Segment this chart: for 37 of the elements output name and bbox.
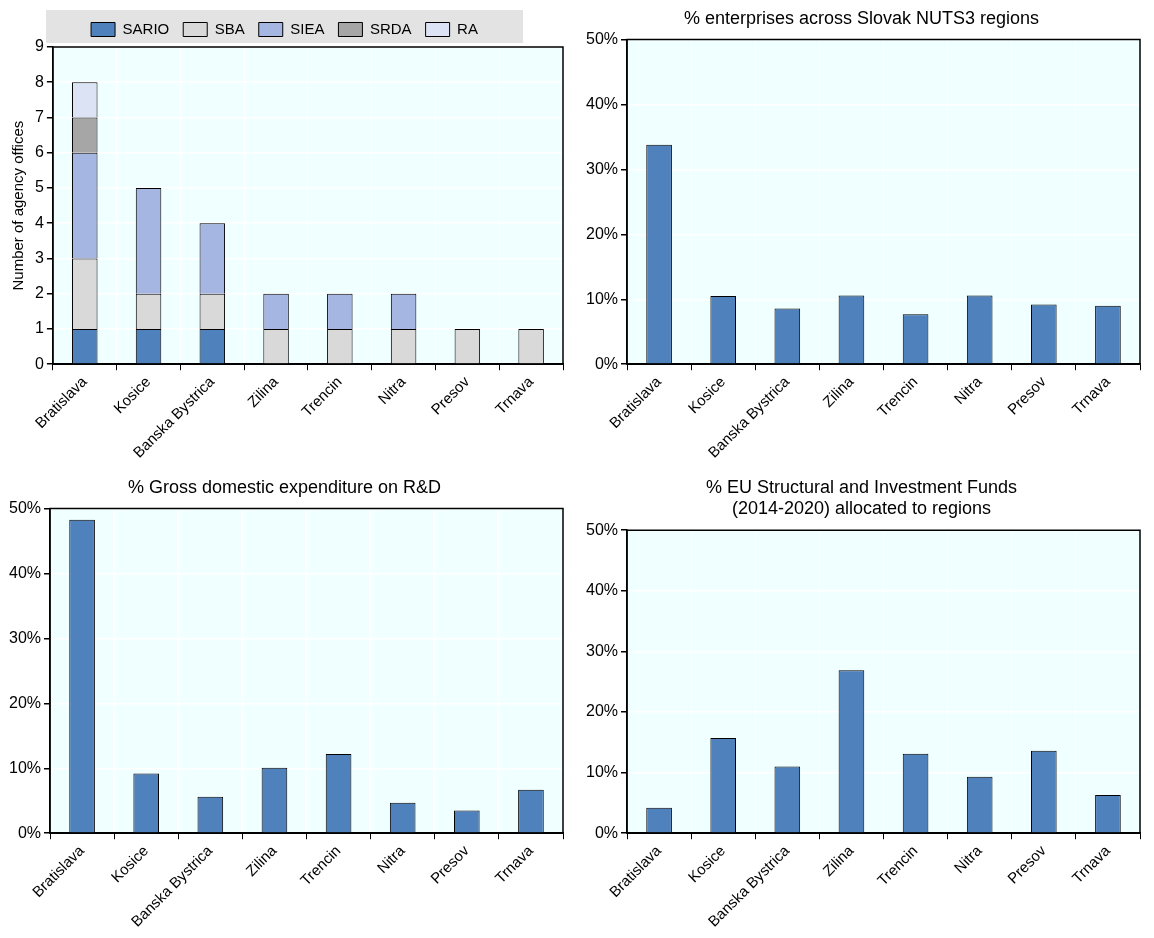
legend-label: RA bbox=[457, 19, 478, 37]
y-tick-label: 5 bbox=[34, 178, 44, 196]
y-tick-label: 50% bbox=[585, 520, 619, 538]
y-tick-label: 1 bbox=[34, 319, 44, 337]
y-tick-label: 6 bbox=[34, 143, 44, 161]
y-tick-label: 0% bbox=[17, 823, 42, 841]
chart-title: % enterprises across Slovak NUTS3 regions bbox=[683, 7, 1040, 28]
y-tick-label: 40% bbox=[585, 581, 619, 599]
legend-label: SRDA bbox=[369, 19, 412, 37]
chart-title: % Gross domestic expenditure on R&D bbox=[127, 476, 442, 497]
y-tick-label: 20% bbox=[585, 702, 619, 720]
y-tick-label: 40% bbox=[585, 94, 619, 112]
y-tick-label: 9 bbox=[34, 37, 44, 55]
chart-title: % EU Structural and Investment Funds (2014-2020) allocated to regions bbox=[705, 476, 1018, 519]
y-tick-label: 20% bbox=[8, 693, 42, 711]
y-tick-label: 0% bbox=[594, 354, 619, 372]
y-tick-label: 10% bbox=[8, 758, 42, 776]
y-tick-label: 30% bbox=[8, 628, 42, 646]
y-axis-title: Number of agency offices bbox=[9, 120, 27, 291]
y-tick-label: 0% bbox=[594, 823, 619, 841]
y-tick-label: 20% bbox=[585, 224, 619, 242]
legend-label: SARIO bbox=[122, 19, 170, 37]
y-tick-label: 4 bbox=[34, 213, 44, 231]
y-tick-label: 30% bbox=[585, 159, 619, 177]
legend-label: SBA bbox=[214, 19, 245, 37]
legend-label: SIEA bbox=[290, 19, 325, 37]
y-tick-label: 10% bbox=[585, 289, 619, 307]
y-tick-label: 7 bbox=[34, 107, 44, 125]
y-tick-label: 0 bbox=[34, 354, 44, 372]
y-tick-label: 8 bbox=[34, 72, 44, 90]
y-tick-label: 30% bbox=[585, 641, 619, 659]
y-tick-label: 50% bbox=[585, 30, 619, 48]
y-tick-label: 50% bbox=[8, 499, 42, 517]
y-tick-label: 2 bbox=[34, 284, 44, 302]
y-tick-label: 10% bbox=[585, 763, 619, 781]
y-tick-label: 40% bbox=[8, 563, 42, 581]
y-tick-label: 3 bbox=[34, 248, 44, 266]
